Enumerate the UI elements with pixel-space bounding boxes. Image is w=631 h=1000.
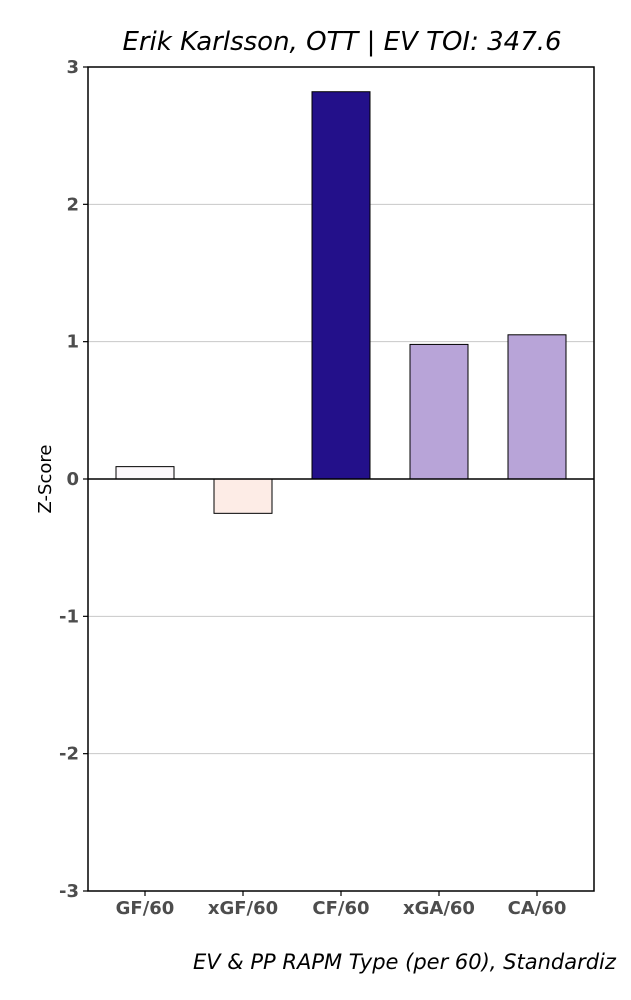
y-tick-label: -3 — [59, 881, 79, 902]
bar — [213, 478, 273, 514]
bar — [507, 334, 567, 480]
bars — [115, 91, 567, 514]
x-tick-label: xGA/60 — [403, 898, 475, 919]
x-tick-label: CA/60 — [508, 898, 567, 919]
y-tick-label: -1 — [59, 606, 79, 627]
y-tick-label: 0 — [66, 469, 79, 490]
y-tick-labels: 3 2 1 0 -1 -2 -3 — [59, 57, 88, 902]
bar — [409, 343, 469, 480]
bar — [115, 466, 175, 480]
y-tick-label: 3 — [66, 57, 79, 78]
x-tick-label: xGF/60 — [208, 898, 278, 919]
y-tick-label: 1 — [66, 332, 79, 353]
y-tick-label: 2 — [66, 194, 79, 215]
x-tick-label: CF/60 — [312, 898, 369, 919]
x-axis-label: EV & PP RAPM Type (per 60), Standardiz — [193, 950, 617, 974]
chart-title: Erik Karlsson, OTT | EV TOI: 347.6 — [122, 27, 561, 57]
y-axis-label: Z-Score — [35, 445, 56, 514]
x-tick-label: GF/60 — [116, 898, 175, 919]
x-tick-labels: GF/60 xGF/60 CF/60 xGA/60 CA/60 — [116, 891, 567, 919]
y-tick-label: -2 — [59, 744, 79, 765]
bar — [311, 91, 371, 480]
